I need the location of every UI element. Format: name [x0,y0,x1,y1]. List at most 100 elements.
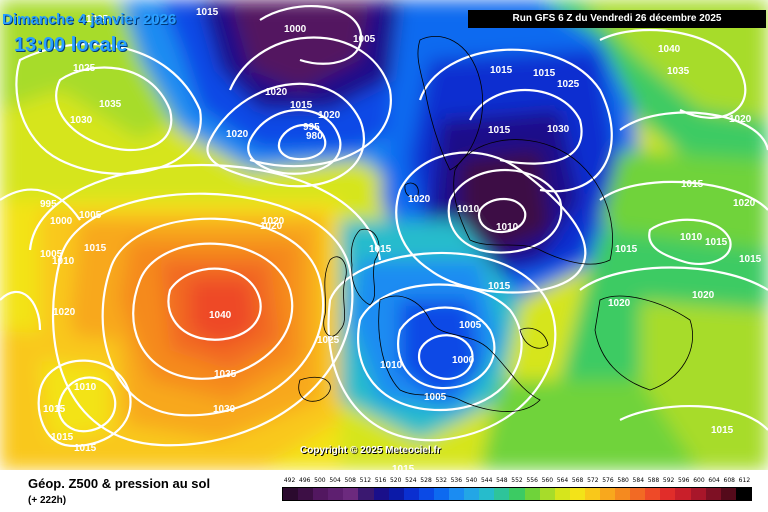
isobar-label: 1035 [214,369,237,380]
isobar-label: 1005 [459,320,482,331]
scale-tick-label: 604 [708,477,720,484]
isobar-label: 1010 [496,222,519,233]
chart-title: Géop. Z500 & pression au sol [28,476,211,491]
scale-tick-label: 496 [299,477,311,484]
isobar-label: 1015 [84,243,107,254]
isobar-label: 1015 [490,65,513,76]
scale-swatch [645,488,661,500]
scale-tick-label: 572 [587,477,599,484]
scale-tick-label: 584 [632,477,645,484]
isobars [0,5,768,447]
scale-tick-label: 600 [693,477,705,484]
scale-tick-label: 492 [283,477,296,484]
scale-swatch [449,488,465,500]
scale-swatch [343,488,359,500]
isobar-label: 1015 [615,244,638,255]
scale-swatch [615,488,631,500]
run-banner: Run GFS 6 Z du Vendredi 26 décembre 2025 [468,10,766,28]
scale-swatch [554,488,570,500]
isobar-label: 1015 [533,68,556,79]
isobar-label: 1015 [43,404,66,415]
scale-tick-label: 592 [662,477,675,484]
isobar-label: 1015 [369,244,392,255]
isobar-label: 1015 [488,125,511,136]
color-scale-bar [282,487,752,501]
forecast-time: 13:00 locale [14,34,128,56]
scale-swatch [313,488,329,500]
pressure-labels: 1015 1000 1005 1005 1025 1035 1030 1020 … [40,7,762,470]
scale-tick-label: 504 [329,477,341,484]
scale-tick-label: 564 [556,477,569,484]
scale-swatch [509,488,525,500]
isobar-label: 1015 [711,425,734,436]
color-scale-labels: 492 496 500 504 508 512 516 520 524 528 532 536 540 5… [282,478,752,488]
scale-swatch [388,488,404,500]
scale-tick-label: 528 [420,477,432,484]
isobar-label: 1010 [52,256,75,267]
isobar-label: 1025 [317,335,340,346]
isobar-label: 1025 [557,79,580,90]
scale-tick-label: 576 [602,477,614,484]
isobar-label: 995 [40,199,57,210]
isobar-label: 1020 [226,129,249,140]
isobar-label: 1000 [50,216,73,227]
scale-swatch [690,488,706,500]
scale-tick-label: 596 [678,477,690,484]
isobar-label: 1020 [262,216,285,227]
isobar-label: 1015 [196,7,219,18]
scale-swatch [720,488,736,500]
isobar-label: 1030 [70,115,93,126]
scale-tick-label: 536 [450,477,463,484]
isobar-label: 1010 [457,204,480,215]
isobar-label: 1005 [424,392,447,403]
scale-swatch [675,488,691,500]
isobar-label: 1020 [733,198,756,209]
isobar-label: 995 [303,122,320,133]
isobar-label: 1005 [86,14,109,25]
scale-tick-label: 516 [374,477,387,484]
scale-swatch [464,488,480,500]
scale-tick-label: 556 [526,477,538,484]
scale-swatch [328,488,344,500]
scale-tick-label: 524 [405,477,417,484]
scale-swatch [524,488,540,500]
scale-tick-label: 552 [511,477,523,484]
scale-tick-label: 500 [314,477,326,484]
scale-tick-label: 540 [465,477,478,484]
scale-swatch [433,488,450,500]
scale-swatch [373,488,389,500]
scale-swatch [298,488,314,500]
isobar-label: 1000 [284,24,307,35]
scale-swatch [403,488,419,500]
scale-swatch [630,488,646,500]
scale-tick-label: 512 [359,477,372,484]
forecast-date: Dimanche 4 janvier 2026 [2,11,177,28]
isobar-label: 1020 [318,110,341,121]
scale-swatch [705,488,721,500]
weather-map: 1015 1000 1005 1005 1025 1035 1030 1020 … [0,0,768,470]
isobar-label: 1030 [547,124,570,135]
isobar-label: 1015 [51,432,74,443]
isobar-label: 1015 [392,464,415,470]
isobar-label: 1005 [40,249,63,260]
scale-tick-label: 520 [389,477,402,484]
isobar-label: 1030 [213,404,236,415]
isobar-label: 1020 [53,307,76,318]
scale-swatch [569,488,585,500]
scale-tick-label: 588 [647,477,660,484]
isobar-label: 1035 [667,66,690,77]
isobar-label: 1035 [99,99,122,110]
scale-swatch [494,488,510,500]
copyright-notice: Copyright © 2025 Meteociel.fr [300,445,441,456]
scale-tick-label: 508 [344,477,356,484]
scale-swatch [283,488,299,500]
scale-swatch [735,488,751,500]
scale-swatch [539,488,555,500]
isobar-label: 1010 [380,360,403,371]
scale-tick-label: 548 [496,477,508,484]
scale-tick-label: 532 [435,477,447,484]
isobar-label: 1020 [408,194,431,205]
isobar-label: 1020 [260,221,283,232]
isobar-label: 1010 [680,232,703,243]
scale-swatch [599,488,616,500]
